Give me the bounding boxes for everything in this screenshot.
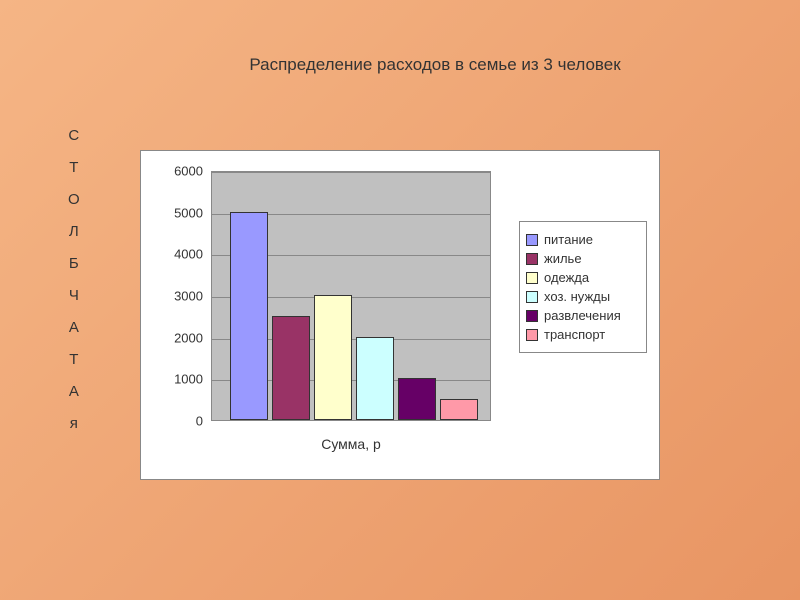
legend-swatch: [526, 272, 538, 284]
bar: [440, 399, 478, 420]
vertical-letter: Б: [68, 248, 81, 280]
legend-swatch: [526, 310, 538, 322]
vertical-letter: Т: [68, 152, 81, 184]
legend-swatch: [526, 253, 538, 265]
legend-item: одежда: [526, 270, 640, 285]
vertical-letter: Л: [68, 216, 81, 248]
legend-label: развлечения: [544, 308, 621, 323]
bar: [272, 316, 310, 420]
bar: [314, 295, 352, 420]
legend-item: хоз. нужды: [526, 289, 640, 304]
vertical-letter: О: [68, 184, 81, 216]
bar: [356, 337, 394, 420]
legend-label: хоз. нужды: [544, 289, 610, 304]
legend-label: жилье: [544, 251, 582, 266]
x-axis-label: Сумма, р: [211, 436, 491, 452]
y-tick-label: 6000: [153, 164, 203, 179]
chart-title: Распределение расходов в семье из 3 чело…: [130, 55, 740, 75]
vertical-letter: я: [68, 408, 81, 440]
bar: [398, 378, 436, 420]
y-tick-label: 3000: [153, 289, 203, 304]
plot-area: [211, 171, 491, 421]
legend-swatch: [526, 329, 538, 341]
y-tick-label: 2000: [153, 330, 203, 345]
y-tick-label: 1000: [153, 372, 203, 387]
legend-label: питание: [544, 232, 593, 247]
legend-item: жилье: [526, 251, 640, 266]
y-tick-label: 5000: [153, 205, 203, 220]
legend-swatch: [526, 291, 538, 303]
legend-swatch: [526, 234, 538, 246]
legend-item: развлечения: [526, 308, 640, 323]
grid-line: [212, 172, 490, 173]
legend-item: питание: [526, 232, 640, 247]
vertical-letter: А: [68, 376, 81, 408]
vertical-letter: С: [68, 120, 81, 152]
vertical-letter: А: [68, 312, 81, 344]
legend: питание жилье одежда хоз. нужды развлечения т…: [519, 221, 647, 353]
bar: [230, 212, 268, 420]
y-tick-label: 4000: [153, 247, 203, 262]
vertical-letter: Т: [68, 344, 81, 376]
legend-label: одежда: [544, 270, 589, 285]
legend-label: транспорт: [544, 327, 605, 342]
legend-item: транспорт: [526, 327, 640, 342]
vertical-label: СТОЛБЧАТАя: [68, 120, 81, 440]
vertical-letter: Ч: [68, 280, 81, 312]
y-tick-label: 0: [153, 414, 203, 429]
chart-panel: Сумма, р питание жилье одежда хоз. нужды раз…: [140, 150, 660, 480]
